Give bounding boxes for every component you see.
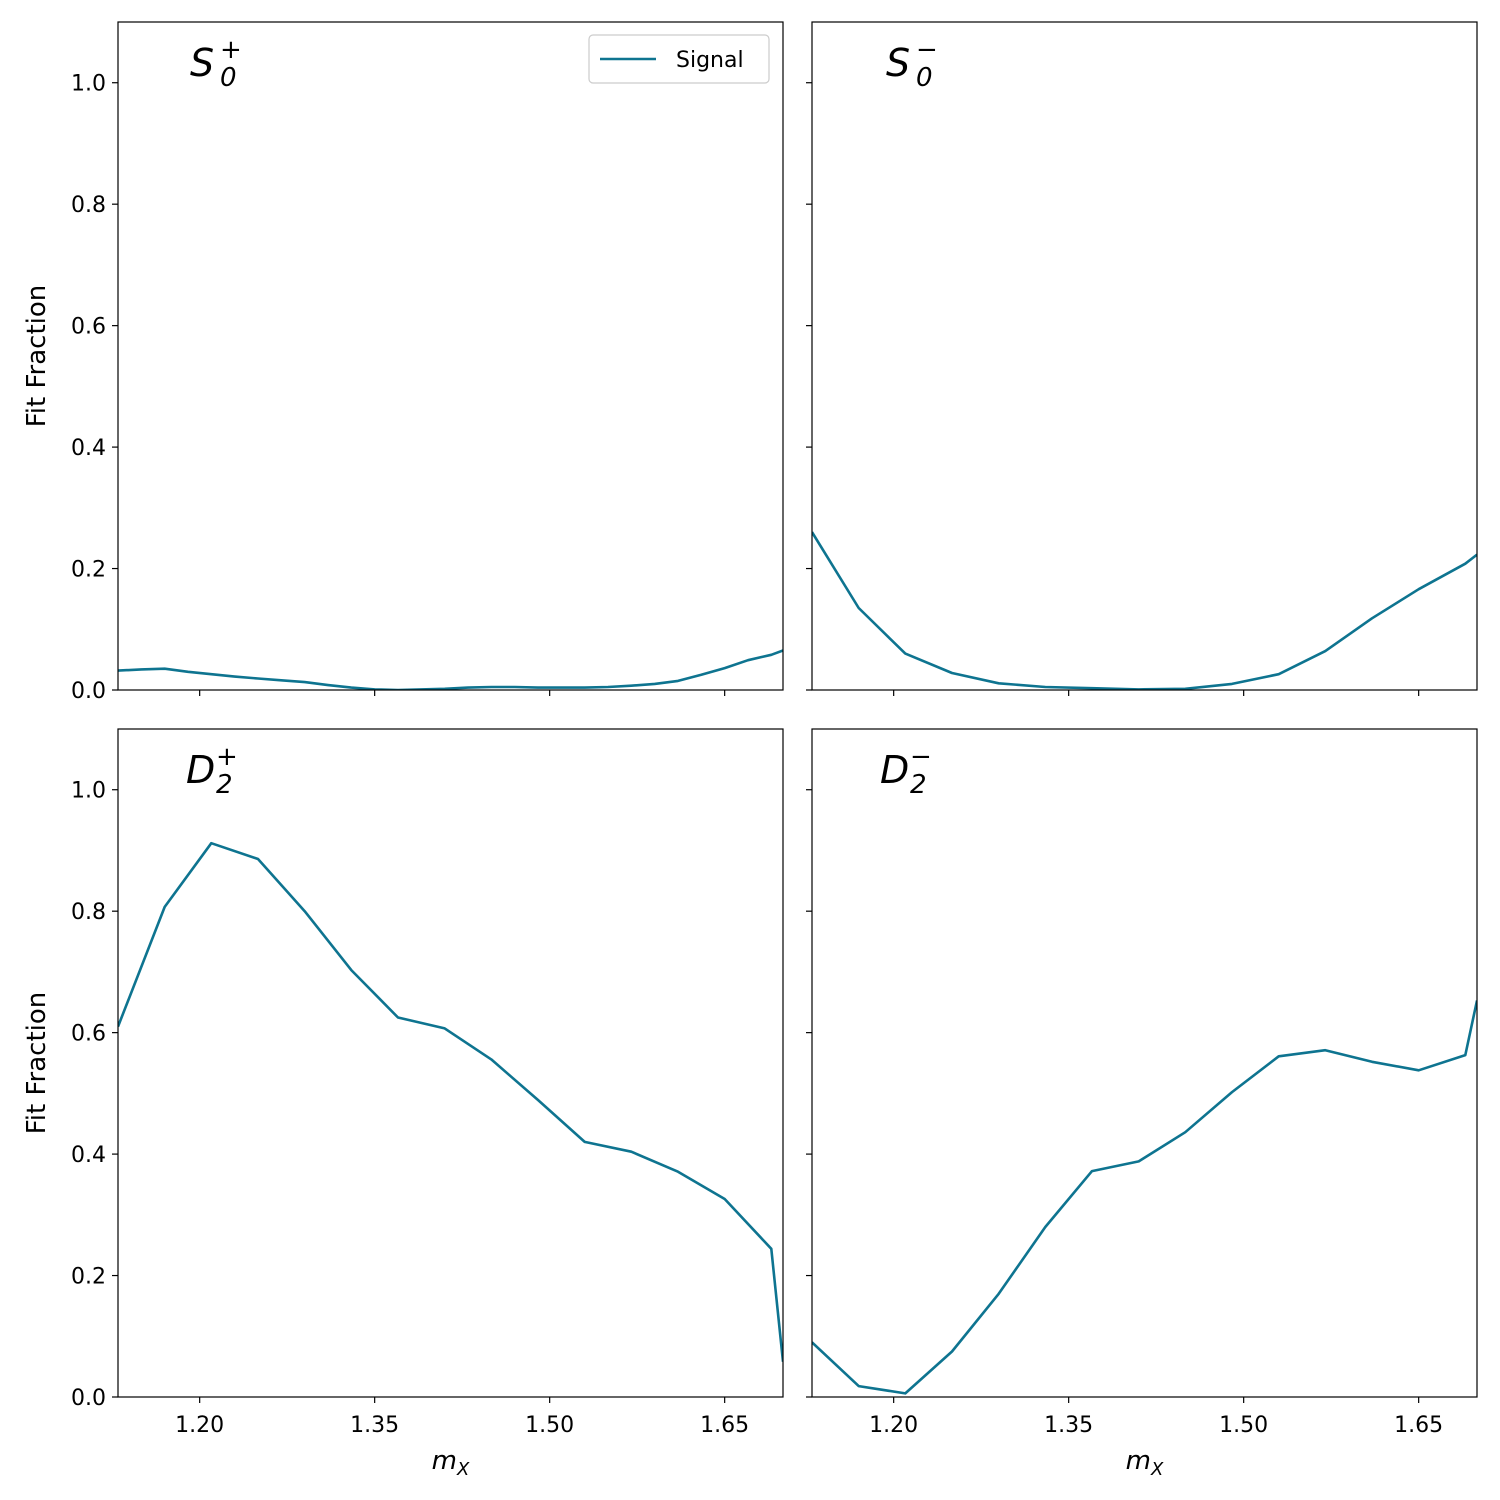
axes-frame (117, 21, 784, 691)
legend-box (588, 34, 770, 84)
legend: Signal (588, 34, 770, 84)
x-axis-label-sub: X (1150, 1459, 1164, 1480)
y-axis-label: Fit Fraction (22, 285, 52, 428)
axes-frame (811, 728, 1478, 1398)
x-tick-label: 1.50 (525, 1413, 574, 1438)
panel-label-base: D (880, 748, 909, 792)
panel-3: 0.0 0.2 0.4 0.6 0.8 1.0 1.20 1.35 1.50 1.65 Fit Fr… (22, 728, 784, 1480)
x-tick-label: 1.35 (350, 1413, 399, 1438)
series-line-signal (118, 841, 783, 1362)
y-tick-label: 0.6 (71, 315, 106, 340)
y-tick-label: 0.0 (71, 1386, 106, 1411)
panel-label-sub: 2 (216, 770, 233, 800)
x-tick-label: 1.35 (1044, 1413, 1093, 1438)
axes-frame (117, 728, 784, 1398)
y-tick-label: 0.2 (71, 1265, 106, 1290)
y-axis-label: Fit Fraction (22, 992, 52, 1135)
series-line-signal (118, 649, 783, 690)
y-tick-label: 0.4 (71, 1143, 106, 1168)
x-axis-label: mX (432, 1446, 470, 1480)
panel-label: S (886, 41, 910, 85)
x-axis-label: mX (1126, 1446, 1164, 1480)
y-tick-label: 0.0 (71, 679, 106, 704)
panel-1: 0.0 0.2 0.4 0.6 0.8 1.0 Fit Fraction S +0 (22, 21, 784, 704)
y-tick-label: 0.8 (71, 900, 106, 925)
panel-label-sub: 0 (916, 63, 933, 93)
y-tick-label: 1.0 (71, 72, 106, 97)
series-line-signal (812, 1000, 1477, 1395)
panel-2: S −0 (806, 21, 1478, 696)
panel-label: S (190, 41, 214, 85)
x-tick-label: 1.50 (1219, 1413, 1268, 1438)
series-line-signal (812, 531, 1477, 690)
x-axis-label-main: m (1126, 1446, 1151, 1476)
panel-label: D (880, 748, 909, 792)
y-tick-label: 0.6 (71, 1022, 106, 1047)
panel-label-base: S (190, 41, 214, 85)
x-tick-label: 1.20 (175, 1413, 224, 1438)
panel-label-sup: − (910, 742, 932, 772)
panel-4: 1.20 1.35 1.50 1.65 mX D −2 (806, 728, 1478, 1480)
panel-label: D (186, 748, 215, 792)
x-tick-label: 1.65 (1394, 1413, 1443, 1438)
x-axis-label-sub: X (456, 1459, 470, 1480)
panel-label-sub: 0 (220, 63, 237, 93)
x-axis-label-main: m (432, 1446, 457, 1476)
axes-frame (811, 21, 1478, 691)
panel-label-base: D (186, 748, 215, 792)
y-tick-label: 0.2 (71, 558, 106, 583)
panel-label-sub: 2 (910, 770, 927, 800)
x-tick-label: 1.20 (869, 1413, 918, 1438)
x-tick-label: 1.65 (700, 1413, 749, 1438)
panel-label-sup: + (216, 742, 238, 772)
legend-label: Signal (676, 48, 744, 73)
y-tick-label: 1.0 (71, 779, 106, 804)
y-tick-label: 0.4 (71, 436, 106, 461)
panel-label-sup: − (916, 35, 938, 65)
panel-label-sup: + (220, 35, 242, 65)
panel-label-base: S (886, 41, 910, 85)
y-tick-label: 0.8 (71, 193, 106, 218)
